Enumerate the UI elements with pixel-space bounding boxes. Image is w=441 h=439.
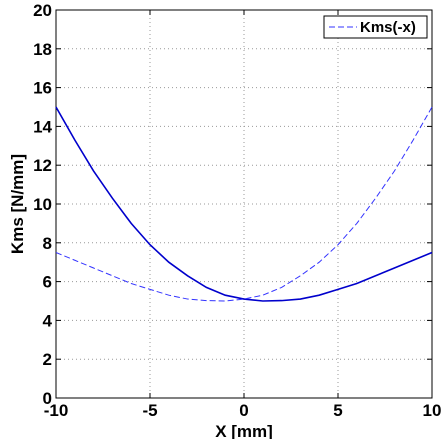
y-tick-label: 6 bbox=[43, 273, 52, 292]
y-tick-label: 20 bbox=[33, 1, 52, 20]
x-tick-label: 0 bbox=[239, 401, 248, 420]
y-tick-label: 10 bbox=[33, 195, 52, 214]
series-line-solid bbox=[55, 106, 433, 302]
grid bbox=[55, 9, 433, 399]
legend-box bbox=[323, 15, 428, 39]
y-tick-label: 8 bbox=[43, 234, 52, 253]
y-tick-label: 18 bbox=[33, 40, 52, 59]
x-tick-label: -10 bbox=[44, 401, 69, 420]
x-tick-label: 5 bbox=[333, 401, 342, 420]
ticks: -10 -5 0 5 10 0 2 4 6 8 10 12 14 16 18 20 bbox=[33, 1, 441, 420]
y-axis-label: Kms [N/mm] bbox=[8, 154, 27, 254]
series-line-dashed bbox=[55, 106, 433, 302]
y-tick-label: 2 bbox=[43, 350, 52, 369]
x-axis-label: X [mm] bbox=[215, 422, 273, 439]
y-tick-label: 12 bbox=[33, 156, 52, 175]
y-tick-label: 16 bbox=[33, 79, 52, 98]
x-tick-label: 10 bbox=[423, 401, 441, 420]
legend-label: Kms(-x) bbox=[360, 19, 416, 36]
x-tick-label: -5 bbox=[142, 401, 157, 420]
y-tick-label: 0 bbox=[43, 389, 52, 408]
y-tick-label: 4 bbox=[43, 311, 53, 330]
legend: Kms(-x) bbox=[323, 15, 428, 39]
series-lines bbox=[55, 106, 433, 302]
y-tick-label: 14 bbox=[33, 117, 52, 136]
